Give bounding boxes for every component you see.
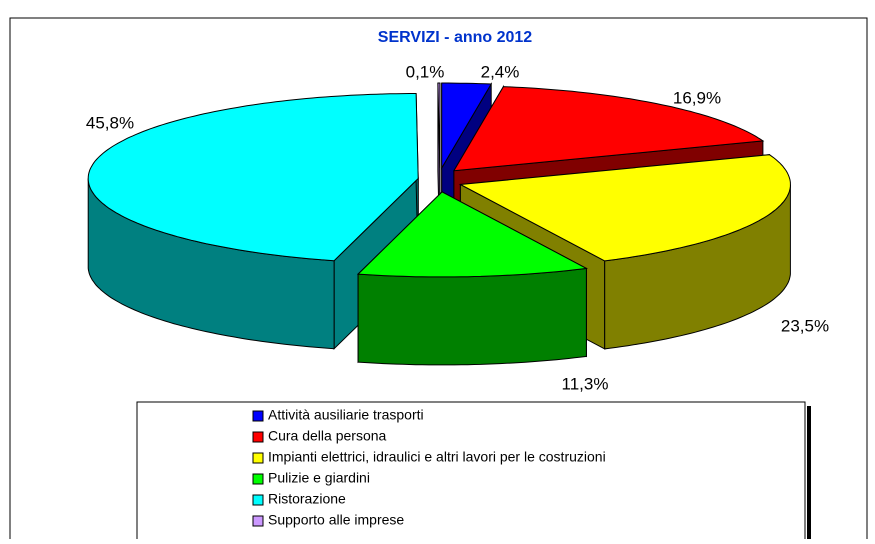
slice <box>452 86 765 172</box>
slice <box>356 191 589 278</box>
legend-label: Pulizie e giardini <box>268 470 370 486</box>
data-label: 0,1% <box>406 62 445 81</box>
legend-swatch <box>252 473 264 485</box>
chart-title: SERVIZI - anno 2012 <box>378 29 533 46</box>
data-label: 2,4% <box>481 62 520 81</box>
legend-swatch <box>252 431 264 443</box>
data-label: 16,9% <box>673 88 721 107</box>
legend-label: Supporto alle imprese <box>268 512 404 528</box>
slice-wall <box>357 267 587 366</box>
slice <box>437 82 441 169</box>
data-label: 45,8% <box>86 113 134 132</box>
legend-label: Cura della persona <box>268 428 387 444</box>
data-labels: 2,4% 16,9% 23,5% 11,3% 45,8% 0,1% <box>86 62 829 393</box>
slice <box>441 82 493 170</box>
slice <box>87 93 419 262</box>
legend-swatch <box>252 452 264 464</box>
pie <box>87 82 791 366</box>
legend-label: Impianti elettrici, idraulici e altri la… <box>268 449 606 465</box>
legend-label: Ristorazione <box>268 491 346 507</box>
slice <box>458 154 791 262</box>
legend-box <box>136 401 806 543</box>
legend-label: Attività ausiliarie trasporti <box>268 407 424 423</box>
legend: Attività ausiliarie trasporti Cura della … <box>252 407 606 528</box>
legend-swatch <box>252 494 264 506</box>
legend-swatch <box>252 515 264 527</box>
data-label: 23,5% <box>781 316 829 335</box>
legend-swatch <box>252 410 264 422</box>
data-label: 11,3% <box>562 374 609 393</box>
